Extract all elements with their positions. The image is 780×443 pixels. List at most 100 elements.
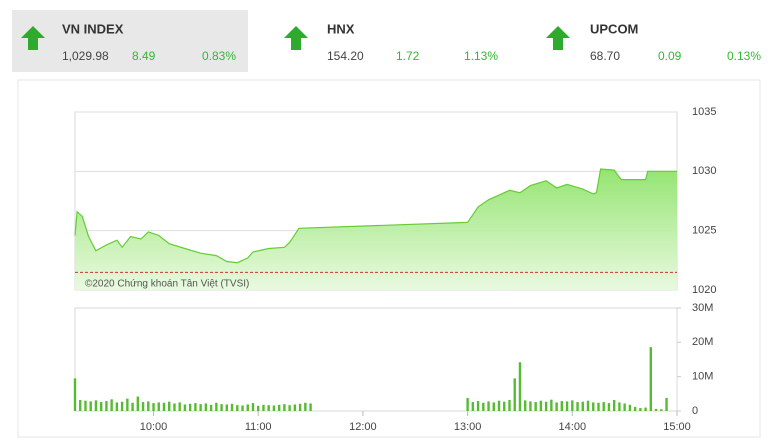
x-tick-label: 10:00	[140, 421, 168, 433]
x-tick-label: 13:00	[454, 421, 482, 433]
volume-bar	[277, 404, 281, 411]
volume-bar	[262, 404, 265, 411]
volume-bar	[612, 400, 616, 411]
volume-bar	[120, 401, 124, 411]
volume-bar	[471, 402, 475, 411]
index-price: 154.20	[327, 49, 364, 63]
volume-bar	[476, 401, 480, 411]
volume-bar	[623, 403, 626, 411]
volume-plot	[74, 307, 678, 412]
volume-bar	[110, 399, 113, 411]
y-tick-label: 0	[692, 405, 698, 417]
volume-bar	[236, 405, 239, 411]
volume-bar	[267, 405, 270, 411]
volume-bar	[309, 403, 312, 411]
volume-bar	[665, 397, 668, 411]
volume-bar	[565, 401, 569, 411]
volume-bar	[220, 404, 223, 411]
volume-bar	[257, 405, 260, 411]
volume-bar	[482, 402, 485, 411]
arrows	[21, 26, 570, 50]
volume-bar	[126, 398, 129, 411]
volume-bar	[246, 404, 249, 411]
volume-bar	[304, 402, 307, 411]
volume-bar	[188, 403, 192, 411]
volume-bar	[157, 402, 160, 411]
volume-bar	[209, 404, 213, 411]
volume-bar	[178, 402, 181, 411]
volume-bar	[492, 402, 495, 411]
volume-bar	[99, 402, 103, 411]
volume-bar	[523, 400, 527, 411]
chart-frame	[17, 79, 761, 438]
volume-bar	[539, 400, 543, 411]
volume-bar	[654, 408, 658, 411]
volume-bar	[241, 405, 244, 411]
volume-bar	[633, 406, 637, 411]
x-tick-label: 15:00	[663, 421, 691, 433]
volume-bar	[115, 402, 119, 411]
y-tick-label: 30M	[692, 302, 713, 314]
index-pct: 0.13%	[727, 49, 761, 63]
y-tick-label: 1025	[692, 225, 716, 237]
y-tick-label: 1030	[692, 165, 716, 177]
volume-bar	[168, 401, 171, 411]
y-tick-label: 20M	[692, 336, 713, 348]
volume-bar	[513, 378, 516, 411]
volume-bar	[194, 403, 197, 411]
index-price: 1,029.98	[62, 49, 109, 63]
volume-bar	[293, 404, 297, 411]
volume-bar	[183, 404, 187, 411]
y-tick-label: 10M	[692, 371, 713, 383]
x-tick-label: 11:00	[245, 421, 272, 433]
volume-bar	[639, 407, 642, 411]
volume-bar	[581, 401, 584, 411]
area-fill	[75, 169, 677, 290]
volume-bar	[225, 404, 229, 411]
index-name: UPCOM	[590, 21, 638, 36]
volume-bar	[597, 402, 600, 411]
volume-bar	[644, 407, 647, 411]
volume-bar	[576, 402, 579, 411]
volume-bar	[131, 402, 134, 411]
x-tick-label: 12:00	[349, 421, 377, 433]
volume-bar	[529, 401, 532, 411]
volume-bar	[487, 401, 490, 411]
volume-bar	[560, 401, 564, 411]
annotation: ©2020 Chứng khoán Tân Việt (TVSI)	[85, 279, 249, 290]
y-tick-label: 1020	[692, 284, 716, 296]
volume-bar	[136, 396, 140, 411]
active-panel	[12, 10, 248, 72]
volume-bar	[660, 409, 663, 411]
volume-bar	[550, 399, 553, 411]
index-price: 68.70	[590, 49, 620, 63]
volume-bar	[152, 403, 155, 411]
volume-bar	[503, 401, 506, 411]
index-name: VN INDEX	[62, 21, 124, 36]
volume-bar	[649, 347, 653, 411]
volume-bar	[204, 403, 208, 411]
volume-bar	[607, 403, 611, 411]
volume-bar	[618, 402, 621, 411]
volume-bar	[89, 401, 92, 411]
index-change: 1.72	[396, 49, 420, 63]
price-line	[74, 168, 677, 264]
volume-bar	[586, 400, 590, 411]
volume-bar	[173, 403, 176, 411]
volume-bar	[73, 378, 77, 411]
volume-bar	[602, 402, 605, 411]
volume-bar	[251, 403, 255, 411]
volume-bar	[199, 404, 202, 411]
volume-bar	[283, 404, 286, 411]
volume-bar	[508, 400, 511, 411]
volume-bar	[105, 401, 108, 411]
volume-bar	[84, 400, 87, 411]
volume-bar	[272, 405, 276, 411]
volume-bar	[534, 402, 537, 411]
volume-bar	[592, 402, 595, 411]
volume-bar	[628, 404, 632, 411]
volume-bar	[298, 403, 302, 411]
volume-bar	[466, 397, 469, 411]
volume-bar	[141, 402, 145, 411]
